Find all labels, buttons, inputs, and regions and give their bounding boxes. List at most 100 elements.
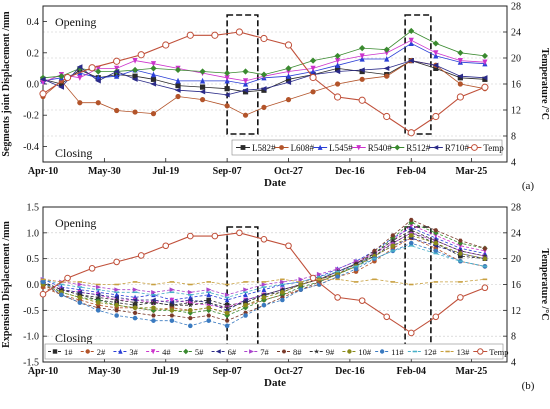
data-point	[481, 284, 489, 292]
legend-swatch-marker	[347, 349, 352, 354]
data-point	[285, 73, 292, 79]
data-point	[390, 233, 396, 238]
legend-entry: L608#	[291, 143, 315, 153]
data-point	[334, 68, 341, 75]
data-point	[316, 271, 322, 277]
data-point	[335, 62, 341, 68]
data-point	[114, 302, 119, 308]
y-tick-label: 0.0	[27, 280, 40, 291]
data-point	[285, 242, 292, 250]
data-point	[169, 297, 175, 303]
data-point	[358, 96, 366, 104]
legend-entry: L582#	[252, 143, 276, 153]
data-point	[261, 292, 267, 298]
data-point	[407, 329, 415, 337]
x-tick-label: Apr-10	[28, 166, 58, 177]
data-point	[383, 65, 390, 71]
data-point	[113, 258, 120, 266]
data-point	[457, 248, 464, 254]
legend-entry: 6#	[228, 347, 237, 357]
data-point	[77, 292, 83, 298]
data-point	[383, 46, 390, 53]
legend-entry: 9#	[326, 347, 335, 357]
x-tick-label: Mar-25	[455, 166, 487, 177]
data-point	[150, 299, 157, 305]
data-point	[187, 232, 194, 240]
data-point	[95, 68, 102, 75]
data-point	[481, 75, 488, 81]
legend-entry: Temp	[483, 143, 504, 153]
data-point	[224, 292, 230, 298]
series-line	[42, 278, 485, 285]
data-point	[199, 97, 206, 103]
data-point	[150, 111, 157, 117]
data-point	[224, 323, 230, 329]
data-point	[77, 282, 83, 287]
data-point	[77, 295, 83, 300]
data-point	[384, 55, 390, 62]
data-point	[224, 318, 230, 323]
y-tick-label: -0.2	[23, 111, 39, 122]
x-axis-label: Date	[264, 377, 286, 389]
x-tick-label: Dec-16	[335, 366, 364, 377]
data-point	[408, 58, 414, 64]
legend-entry: L545#	[329, 143, 353, 153]
legend-entry: 8#	[293, 347, 302, 357]
x-tick-label: Apr-10	[28, 366, 58, 377]
data-point	[359, 67, 365, 73]
x-tick-label: Sep-07	[213, 366, 242, 377]
y-tick-label: -0.4	[23, 142, 39, 153]
data-point	[432, 313, 440, 321]
data-point	[280, 297, 285, 303]
data-point	[243, 292, 248, 298]
legend-swatch-marker	[317, 144, 323, 150]
y-axis-label: Expension Displacement /mm	[1, 220, 12, 347]
legend-swatch-marker	[477, 348, 484, 355]
x-tick-label: Mar-25	[455, 366, 487, 377]
legend-box	[231, 139, 503, 156]
legend-entry: 12#	[424, 347, 438, 357]
data-point	[151, 313, 156, 318]
data-point	[95, 284, 102, 290]
legend-swatch-marker	[281, 349, 287, 354]
data-point	[150, 71, 157, 78]
y-tick-label: -0.5	[23, 306, 39, 317]
y2-axis-label: Temperature /°C	[539, 48, 550, 120]
series-line	[42, 232, 485, 296]
data-point	[358, 297, 366, 304]
data-point	[58, 73, 65, 80]
y2-tick-label: 12	[511, 306, 521, 317]
data-point	[169, 313, 175, 318]
data-point	[383, 112, 391, 121]
legend-swatch-marker	[52, 349, 58, 354]
data-point	[224, 69, 231, 77]
y-tick-label: 0.4	[27, 17, 40, 28]
data-point	[280, 279, 286, 285]
y-tick-label: 0.5	[27, 254, 40, 265]
data-point	[242, 89, 249, 95]
series-temp	[39, 229, 489, 337]
panel-label: (b)	[522, 380, 535, 392]
data-point	[114, 287, 120, 292]
data-point	[59, 292, 64, 298]
legend-entry: 4#	[162, 347, 171, 357]
data-point	[95, 308, 101, 313]
data-point	[408, 217, 414, 222]
legend-entry: 10#	[358, 347, 372, 357]
data-point	[188, 308, 193, 313]
legend-swatch-marker	[240, 145, 246, 150]
legend-swatch-marker	[394, 144, 401, 151]
data-point	[188, 316, 193, 321]
data-point	[359, 53, 365, 60]
data-point	[235, 28, 244, 36]
data-point	[77, 100, 83, 106]
data-point	[457, 81, 463, 87]
y2-tick-label: 20	[511, 54, 521, 65]
legend-swatch-marker	[379, 349, 385, 354]
data-point	[242, 297, 248, 303]
data-point	[310, 89, 316, 95]
legend-swatch-marker	[183, 348, 189, 355]
data-point	[458, 253, 463, 259]
data-point	[242, 68, 249, 75]
